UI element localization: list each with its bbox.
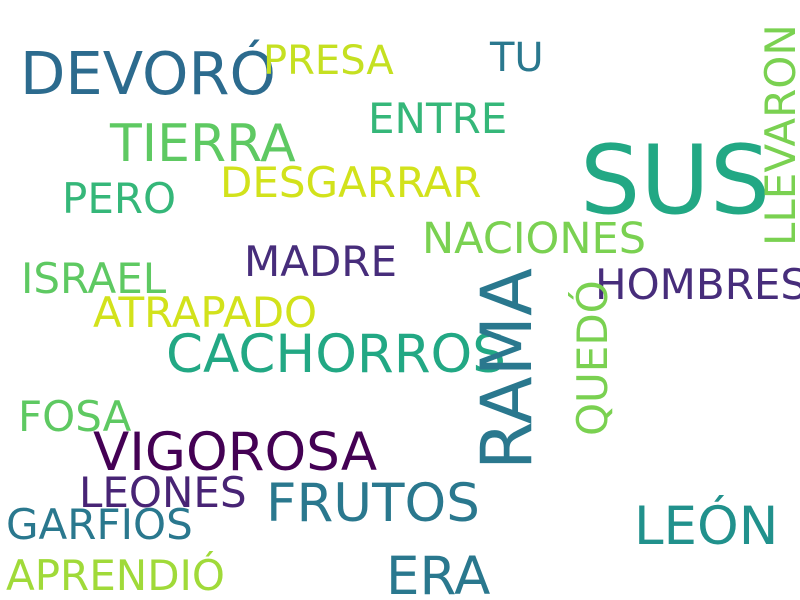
word-devoro: DEVORÓ [20, 39, 276, 108]
word-llevaron: LLEVARON [756, 24, 800, 246]
word-era: ERA [386, 546, 491, 600]
word-vigorosa: VIGOROSA [93, 422, 378, 483]
word-leon: LEÓN [634, 496, 779, 557]
word-sus: SUS [580, 126, 771, 236]
word-tierra: TIERRA [110, 114, 296, 174]
word-israel: ISRAEL [21, 254, 167, 303]
word-leones: LEONES [79, 468, 247, 517]
word-cachorros: CACHORROS [166, 324, 506, 385]
word-madre: MADRE [244, 237, 398, 286]
word-fosa: FOSA [18, 392, 132, 441]
word-frutos: FRUTOS [266, 473, 480, 534]
word-quedo: QUEDÓ [568, 280, 617, 436]
word-tu: TU [490, 35, 544, 81]
word-hombres: HOMBRES [595, 260, 800, 309]
word-pero: PERO [62, 174, 177, 223]
word-aprendio: APRENDIÓ [6, 551, 225, 600]
word-nacionales: NACIONES [422, 214, 647, 264]
word-garfios: GARFIOS [6, 500, 193, 549]
word-rama: RAMA [466, 268, 548, 470]
word-entre: ENTRE [368, 94, 508, 143]
word-desgarrar: DESGARRAR [220, 158, 482, 207]
word-presa: PRESA [263, 38, 394, 84]
word-atrapado: ATRAPADO [93, 288, 318, 337]
